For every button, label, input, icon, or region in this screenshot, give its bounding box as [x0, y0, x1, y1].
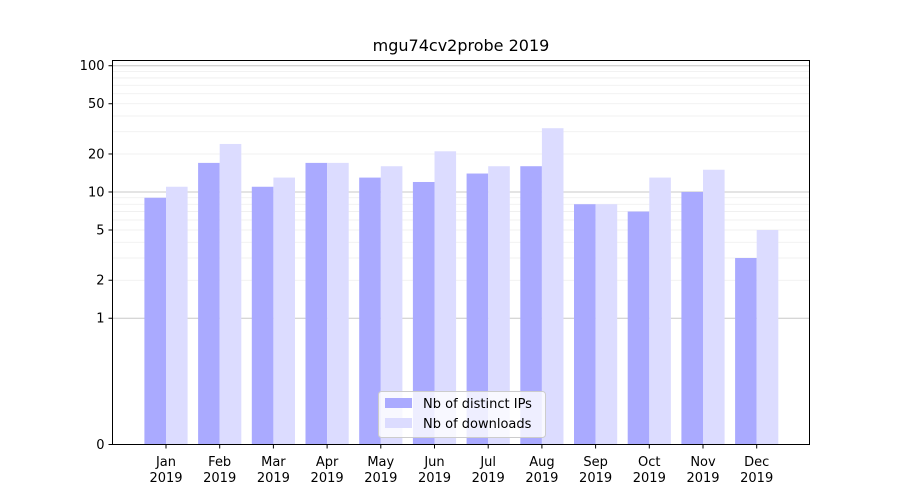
bar-distinct-ips [144, 197, 166, 445]
x-tick-label-month: Feb [208, 455, 231, 470]
legend-box [378, 391, 546, 438]
x-tick-label-year: 2019 [740, 471, 773, 486]
x-tick-label-month: Nov [690, 455, 716, 470]
bar-downloads [219, 143, 242, 445]
x-tick-label-year: 2019 [257, 471, 290, 486]
bar-downloads [273, 177, 295, 445]
bar-distinct-ips [412, 181, 435, 445]
bar-downloads [703, 169, 725, 445]
y-tick-label: 2 [96, 274, 104, 289]
bar-distinct-ips [574, 204, 596, 445]
y-tick-label: 50 [88, 97, 105, 112]
y-axis: 0 1 2 5 10 20 50 100 [80, 59, 113, 453]
y-tick-label: 100 [80, 59, 105, 74]
x-tick-label-year: 2019 [579, 471, 612, 486]
x-tick-label-month: May [367, 455, 394, 470]
x-tick-label-year: 2019 [364, 471, 397, 486]
y-tick-label: 0 [96, 438, 104, 453]
bars [144, 128, 779, 445]
plot-frame [112, 60, 810, 445]
x-tick-label-month: Jan [155, 455, 176, 470]
x-tick-label-year: 2019 [633, 471, 666, 486]
bar-distinct-ips [466, 173, 489, 445]
y-tick-label: 20 [88, 147, 105, 162]
y-tick-label: 10 [88, 185, 105, 200]
bar-downloads [649, 177, 671, 445]
bar-distinct-ips [305, 162, 328, 445]
bar-downloads [434, 151, 457, 445]
bar-downloads [756, 229, 779, 445]
x-tick-label-month: Oct [638, 455, 660, 470]
x-tick-label-year: 2019 [311, 471, 344, 486]
chart-title: mgu74cv2probe 2019 [373, 36, 550, 55]
y-tick-label: 1 [96, 312, 104, 327]
bar-downloads [595, 204, 618, 445]
x-tick-label-year: 2019 [525, 471, 558, 486]
legend: Nb of distinct IPs Nb of downloads [378, 391, 546, 438]
legend-label: Nb of downloads [423, 417, 532, 432]
x-axis: Jan2019Feb2019Mar2019Apr2019May2019Jun20… [149, 444, 773, 486]
x-tick-label-year: 2019 [686, 471, 719, 486]
bar-downloads [166, 186, 188, 445]
legend-label: Nb of distinct IPs [423, 397, 532, 412]
bar-downloads [327, 162, 349, 445]
x-tick-label-year: 2019 [418, 471, 451, 486]
x-tick-label-month: Jun [423, 455, 444, 470]
x-tick-label-month: Jul [479, 455, 496, 470]
x-tick-label-month: Aug [529, 455, 554, 470]
x-tick-label-month: Sep [583, 455, 608, 470]
bar-distinct-ips [627, 211, 650, 445]
bar-distinct-ips [251, 186, 274, 445]
legend-swatch [385, 418, 412, 428]
bar-distinct-ips [520, 166, 542, 445]
legend-swatch [385, 398, 412, 408]
bar-distinct-ips [198, 162, 220, 445]
bar-distinct-ips [735, 258, 757, 445]
bar-downloads [488, 166, 510, 445]
y-tick-label: 5 [96, 223, 104, 238]
x-tick-label-month: Dec [744, 455, 769, 470]
bar-downloads [380, 166, 403, 445]
x-tick-label-month: Apr [316, 455, 339, 470]
x-tick-label-year: 2019 [149, 471, 182, 486]
bar-downloads [541, 128, 564, 445]
bar-distinct-ips [681, 191, 703, 445]
x-tick-label-year: 2019 [203, 471, 236, 486]
bar-distinct-ips [359, 177, 381, 445]
x-tick-label-month: Mar [261, 455, 286, 470]
x-tick-label-year: 2019 [472, 471, 505, 486]
